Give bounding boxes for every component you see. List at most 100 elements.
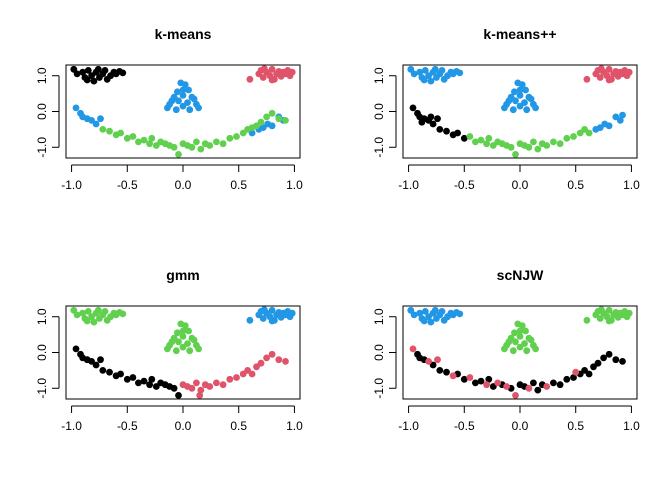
data-point (197, 145, 205, 153)
x-tick-label: 0.5 (567, 178, 584, 192)
data-point (175, 151, 182, 158)
y-tick-label: -1.0 (372, 378, 386, 399)
x-tick-label: -1.0 (398, 419, 419, 433)
data-point (516, 86, 524, 94)
data-point (197, 386, 205, 394)
data-point (140, 377, 148, 385)
data-point (600, 354, 607, 362)
x-tick-label: -0.5 (454, 419, 475, 433)
data-point (434, 115, 441, 123)
data-point (90, 77, 98, 85)
data-point (148, 375, 156, 383)
data-point (106, 368, 113, 376)
x-tick-label: 0.5 (567, 419, 584, 433)
data-point (119, 69, 127, 77)
data-point (213, 138, 220, 146)
data-point (512, 97, 519, 105)
data-point (523, 106, 531, 114)
data-point (84, 308, 92, 315)
data-point (148, 134, 156, 142)
data-point (172, 106, 180, 114)
data-point (233, 374, 240, 381)
data-point (543, 142, 551, 149)
data-point (596, 315, 604, 322)
data-point (438, 308, 446, 315)
data-point (516, 92, 524, 99)
data-point (509, 106, 517, 114)
data-point (174, 88, 181, 96)
x-axis: -1.0 -0.5 0.0 0.5 1.0 (398, 405, 640, 433)
data-point (410, 70, 418, 78)
panel-title: scNJW (497, 267, 544, 283)
data-point (263, 354, 270, 362)
data-point (427, 113, 435, 121)
data-point (170, 143, 178, 151)
y-tick-label: -1.0 (372, 137, 386, 158)
data-point (619, 358, 626, 365)
data-point (563, 375, 571, 383)
x-tick-label: -1.0 (61, 178, 82, 192)
x-tick-label: 0.0 (512, 419, 529, 433)
data-point (438, 67, 446, 74)
data-point (427, 77, 435, 85)
data-point (418, 118, 426, 126)
data-point (534, 386, 542, 394)
data-point (570, 374, 577, 381)
x-tick-label: 1.0 (286, 178, 303, 192)
x-tick-label: -0.5 (117, 178, 138, 192)
data-point (246, 75, 254, 83)
data-point (523, 347, 531, 355)
panel-2: k-means++ -1.0 -0.5 0.0 0.5 1.0 -1.0 0.0 1.0 (372, 26, 640, 192)
data-point (512, 338, 519, 346)
data-point (79, 309, 87, 317)
data-point (99, 367, 107, 374)
data-point (472, 138, 479, 146)
x-tick-label: 0.5 (230, 419, 247, 433)
data-point (421, 308, 429, 315)
data-point (501, 104, 508, 112)
data-point (164, 345, 171, 353)
data-point (421, 67, 429, 74)
data-point (190, 336, 198, 344)
x-tick-label: -0.5 (454, 178, 475, 192)
data-point (503, 383, 510, 390)
data-point (477, 136, 485, 144)
data-point (179, 102, 187, 110)
data-point (585, 370, 593, 378)
data-point (123, 134, 131, 142)
data-point (193, 138, 200, 146)
y-axis: -1.0 0.0 1.0 (35, 308, 60, 399)
data-point (605, 76, 613, 84)
data-point (416, 68, 424, 76)
data-point (275, 356, 283, 364)
data-point (146, 381, 154, 389)
data-point (596, 74, 604, 81)
panel-title: gmm (166, 267, 199, 283)
data-point (409, 345, 417, 353)
y-tick-label: 0.0 (372, 344, 386, 361)
data-point (117, 370, 124, 378)
data-point (72, 345, 80, 353)
data-point (101, 308, 109, 315)
data-point (179, 333, 187, 340)
data-point (84, 67, 92, 74)
data-point (140, 136, 148, 144)
data-point (219, 140, 227, 148)
data-point (248, 370, 256, 378)
data-point (516, 333, 524, 340)
data-point (485, 134, 493, 142)
data-point (172, 347, 180, 355)
data-point (409, 104, 417, 112)
y-tick-label: 0.0 (35, 344, 49, 361)
points (407, 65, 633, 158)
data-point (532, 104, 539, 112)
data-point (174, 329, 181, 337)
data-point (518, 81, 526, 89)
data-point (420, 317, 428, 325)
x-tick-label: 0.0 (175, 419, 192, 433)
data-point (268, 350, 276, 358)
data-point (188, 384, 196, 392)
data-point (181, 322, 189, 330)
data-point (454, 129, 461, 137)
